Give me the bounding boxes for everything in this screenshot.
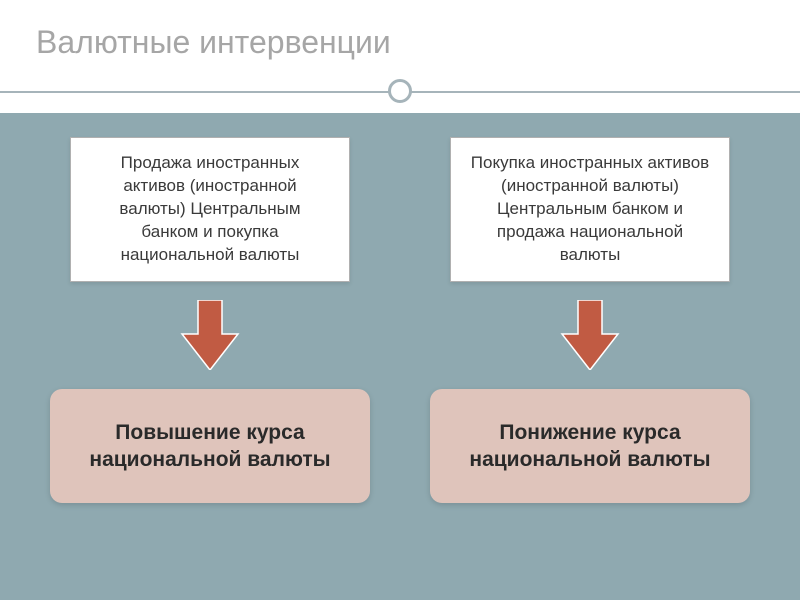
arrow-down-icon — [180, 300, 240, 375]
column-right: Покупка иностранных активов (иностранной… — [430, 137, 750, 560]
slide: Валютные интервенции Продажа иностранных… — [0, 0, 800, 600]
top-box-left: Продажа иностранных активов (иностранной… — [70, 137, 350, 282]
divider — [0, 77, 800, 105]
column-left: Продажа иностранных активов (иностранной… — [50, 137, 370, 560]
slide-title: Валютные интервенции — [36, 24, 764, 61]
content-area: Продажа иностранных активов (иностранной… — [0, 113, 800, 600]
header: Валютные интервенции — [0, 0, 800, 73]
bottom-box-right: Понижение курса национальной валюты — [430, 389, 750, 504]
arrow-down-icon — [560, 300, 620, 375]
top-box-right: Покупка иностранных активов (иностранной… — [450, 137, 730, 282]
bottom-box-left: Повышение курса национальной валюты — [50, 389, 370, 504]
divider-circle-icon — [388, 79, 412, 103]
